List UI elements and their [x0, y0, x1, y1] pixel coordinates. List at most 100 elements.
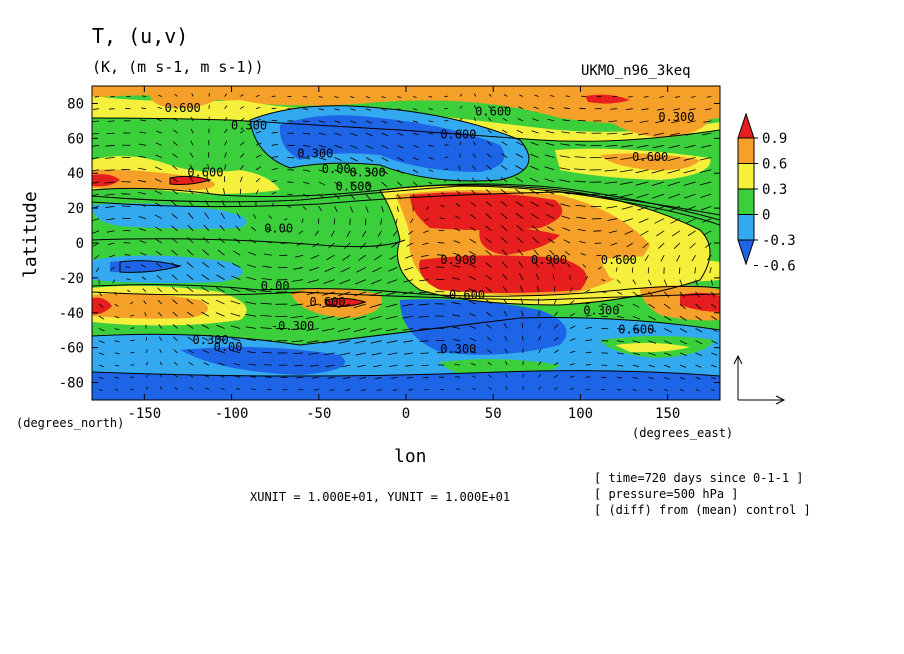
dataset-label: UKMO_n96_3keq [581, 63, 691, 79]
wind-vector [421, 364, 429, 367]
wind-vector [188, 200, 194, 207]
wind-vector [575, 204, 586, 207]
wind-vector [530, 153, 539, 158]
wind-vector [469, 337, 476, 342]
wind-vector [138, 216, 147, 219]
wind-vector [318, 132, 326, 136]
region-w40-red1 [92, 174, 120, 187]
wind-vector [412, 120, 419, 123]
wind-vector [532, 118, 539, 122]
contour-label: 0.300 [440, 342, 476, 356]
wind-vector [327, 376, 335, 379]
wind-vector [668, 205, 681, 212]
wind-vector [187, 212, 194, 219]
wind-vector [516, 237, 524, 244]
wind-vector [92, 242, 100, 247]
wind-vector [438, 229, 445, 232]
wind-vector [679, 352, 687, 357]
wind-vector [563, 107, 571, 110]
wind-vector [617, 352, 624, 355]
wind-vector [155, 238, 162, 244]
wind-vector [114, 291, 117, 296]
wind-vector [419, 328, 429, 330]
wind-vector [261, 278, 272, 281]
wind-vector [216, 324, 225, 329]
wind-vector [470, 214, 477, 219]
wind-vector [145, 336, 148, 341]
wind-vector [673, 242, 681, 249]
wind-vector [271, 107, 277, 110]
wind-vector [354, 340, 366, 344]
wind-vector [350, 132, 358, 137]
wind-vector [291, 291, 304, 294]
wind-vector [140, 264, 147, 268]
wind-vector [585, 289, 591, 293]
region-nw-orange [150, 92, 220, 109]
wind-vector [302, 181, 310, 185]
wind-vector [369, 328, 382, 332]
wind-vector [261, 339, 272, 342]
wind-vector [648, 364, 655, 368]
wind-vector [174, 386, 178, 390]
wind-vector [255, 106, 261, 110]
wind-vector [155, 154, 162, 158]
wind-vector [171, 249, 178, 256]
contour-label: 0.00 [261, 279, 290, 293]
wind-vector [357, 254, 367, 261]
wind-vector [671, 120, 680, 124]
wind-vector [171, 286, 178, 293]
wind-vector [201, 286, 210, 293]
wind-vector [365, 144, 374, 149]
wind-vector [138, 167, 147, 171]
wind-vector [458, 165, 461, 170]
wind-vector [553, 298, 557, 305]
wind-vector [339, 279, 351, 285]
wind-vector [202, 336, 210, 342]
wind-vector [322, 340, 335, 344]
wind-vector [560, 203, 571, 207]
wind-vector [626, 242, 633, 248]
wind-vector [98, 389, 103, 391]
wind-vector [664, 364, 671, 368]
wind-vector [96, 267, 100, 273]
wind-vector [641, 108, 649, 111]
wind-vector [92, 132, 100, 135]
wind-vector [138, 203, 147, 207]
wind-vector [230, 325, 241, 329]
wind-vector [452, 339, 461, 342]
wind-vector [648, 340, 657, 344]
wind-vector [314, 230, 320, 236]
wind-vector [271, 180, 278, 183]
wind-vector [504, 348, 508, 354]
wind-vector [485, 249, 492, 256]
wind-vector [303, 96, 308, 98]
wind-vector [503, 323, 508, 329]
wind-vector [486, 324, 492, 329]
wind-vector [369, 303, 382, 309]
wind-vector [145, 386, 149, 390]
wind-vector [620, 193, 633, 198]
chart-units: (K, (m s-1, m s-1)) [92, 58, 264, 76]
wind-vector [354, 279, 367, 285]
wind-vector [632, 340, 641, 344]
wind-vector [361, 389, 366, 391]
wind-vector [98, 315, 105, 320]
wind-vector [651, 157, 665, 161]
wind-vector [255, 189, 259, 195]
wind-vector [365, 169, 373, 175]
y-tick-label: 80 [67, 96, 84, 112]
x-tick-label: 0 [402, 406, 410, 422]
wind-vector [221, 200, 225, 207]
wind-vector [585, 314, 592, 317]
region-north-orange [92, 86, 720, 124]
wind-vector [371, 352, 382, 356]
wind-vector [608, 120, 618, 122]
wind-vector [486, 165, 492, 171]
contour-label: 0.600 [449, 288, 485, 302]
wind-vector [500, 176, 508, 183]
wind-vector [318, 96, 323, 98]
colorbar-top-arrow [737, 112, 755, 139]
x-tick-label: 100 [568, 406, 593, 422]
